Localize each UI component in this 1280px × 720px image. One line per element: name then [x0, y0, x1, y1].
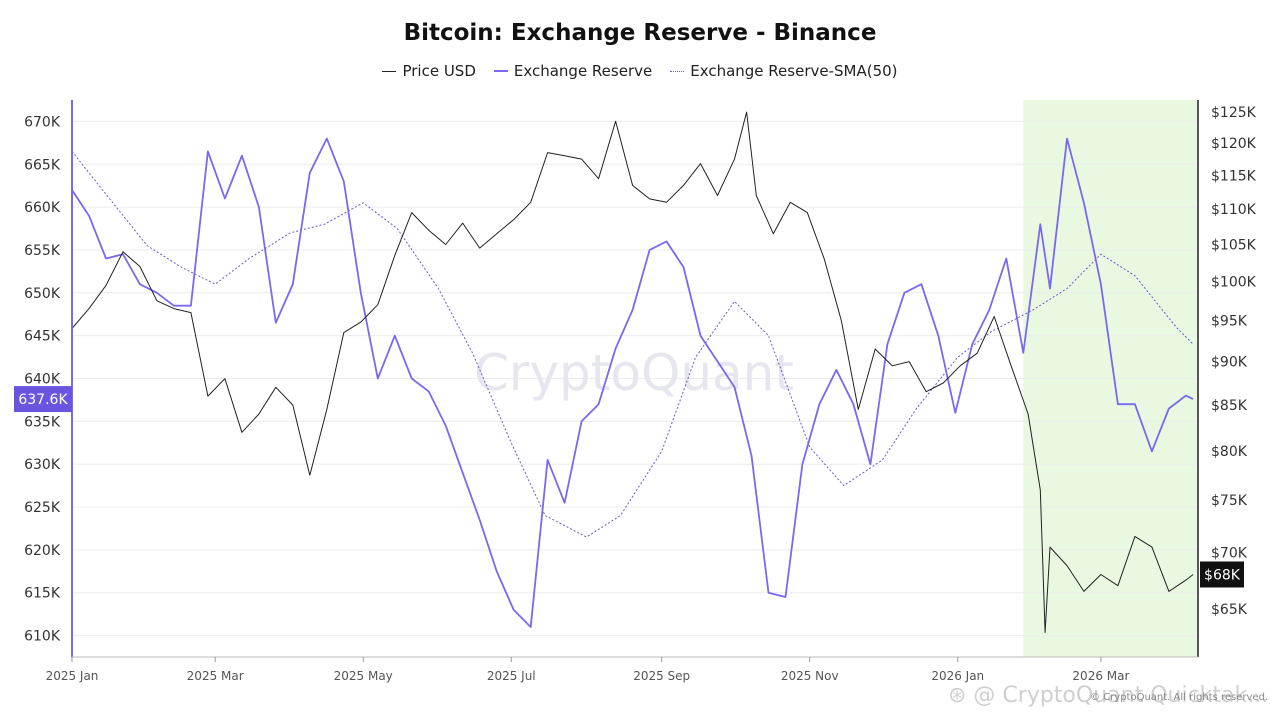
right-tick-label: $125K: [1211, 105, 1257, 121]
left-tick-label: 650K: [24, 286, 61, 302]
right-tick-label: $90K: [1211, 355, 1248, 371]
legend-swatch-sma: [670, 70, 685, 72]
left-axis-ticks: 610K 615K 620K 625K 630K 635K 640K 645K 650K 655K…: [24, 114, 61, 644]
right-tick-label: $105K: [1211, 237, 1257, 253]
chart-legend: Price USD Exchange Reserve Exchange Rese…: [0, 62, 1280, 80]
legend-item-price[interactable]: Price USD: [382, 62, 476, 80]
x-tick-label: 2026 Mar: [1072, 669, 1129, 683]
left-tick-label: 640K: [24, 372, 61, 388]
right-current-badge: [1200, 561, 1244, 588]
x-tick-label: 2025 Mar: [187, 669, 244, 683]
left-current-badge: [14, 386, 72, 413]
x-tick-label: 2025 May: [334, 669, 393, 683]
legend-item-sma[interactable]: Exchange Reserve-SMA(50): [670, 62, 898, 80]
right-tick-label: $85K: [1211, 398, 1248, 414]
right-tick-label: $100K: [1211, 275, 1257, 291]
series-line-2[interactable]: [71, 151, 1194, 538]
left-tick-label: 670K: [24, 114, 61, 130]
x-tick-label: 2026 Jan: [931, 669, 984, 683]
legend-label-reserve: Exchange Reserve: [513, 62, 653, 80]
left-tick-label: 655K: [24, 243, 61, 259]
legend-swatch-price: [382, 70, 397, 72]
chart-title: Bitcoin: Exchange Reserve - Binance: [403, 20, 877, 46]
value-badges: 637.6K $68K: [14, 386, 1244, 588]
legend-item-reserve[interactable]: Exchange Reserve: [493, 62, 653, 80]
right-tick-label: $115K: [1211, 168, 1257, 184]
right-tick-label: $120K: [1211, 136, 1257, 152]
right-tick-label: $65K: [1211, 602, 1248, 618]
left-tick-label: 635K: [24, 414, 61, 430]
right-axis-ticks: $65K $70K $75K $80K $85K $90K $95K $100K $105K $1…: [1211, 105, 1257, 618]
left-tick-label: 615K: [24, 586, 61, 602]
x-tick-label: 2025 Jul: [487, 669, 536, 683]
series-line-0[interactable]: [71, 111, 1194, 633]
right-tick-label: $70K: [1211, 545, 1248, 561]
series-layer: [71, 111, 1194, 633]
grid-lines: [72, 120, 1198, 637]
x-tick-label: 2025 Sep: [633, 669, 690, 683]
left-tick-label: 665K: [24, 157, 61, 173]
left-tick-label: 630K: [24, 457, 61, 473]
watermark-text: CryptoQuant: [474, 344, 794, 402]
x-tick-label: 2025 Nov: [781, 669, 839, 683]
right-current-label: $68K: [1204, 567, 1241, 583]
left-tick-label: 620K: [24, 543, 61, 559]
right-tick-label: $95K: [1211, 314, 1248, 330]
x-axis-ticks: 2025 Jan 2025 Mar 2025 May 2025 Jul 2025 Sep…: [46, 657, 1129, 683]
series-line-1[interactable]: [71, 137, 1194, 628]
legend-label-sma: Exchange Reserve-SMA(50): [690, 62, 898, 80]
x-tick-label: 2025 Jan: [46, 669, 99, 683]
right-tick-label: $75K: [1211, 493, 1248, 509]
footer-credit: ⊛ @ CryptoQuant Quicktak...: [948, 683, 1269, 708]
legend-swatch-reserve: [493, 70, 508, 72]
footer-copyright: © CryptoQuant. All rights reserved.: [1090, 692, 1269, 703]
legend-label-price: Price USD: [402, 62, 476, 80]
right-tick-label: $80K: [1211, 444, 1248, 460]
left-tick-label: 660K: [24, 200, 61, 216]
left-tick-label: 610K: [24, 629, 61, 645]
left-tick-label: 645K: [24, 329, 61, 345]
left-tick-label: 625K: [24, 500, 61, 516]
right-tick-label: $110K: [1211, 202, 1257, 218]
left-current-label: 637.6K: [18, 392, 68, 408]
